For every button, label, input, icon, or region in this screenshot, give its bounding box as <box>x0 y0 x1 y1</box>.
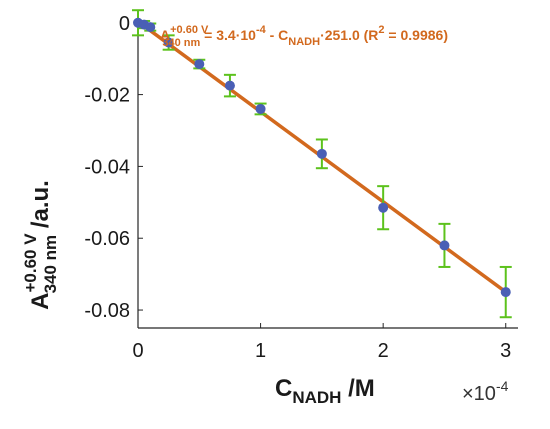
eq-part2: - C <box>266 27 289 43</box>
y-title-main: A <box>27 293 54 310</box>
y-tick-label: 0 <box>119 13 130 35</box>
data-point <box>163 37 174 48</box>
x-multiplier-base: ×10 <box>462 383 496 405</box>
x-title-main: C <box>275 375 292 402</box>
x-tick-label: 2 <box>378 340 389 362</box>
data-point <box>500 287 511 298</box>
eq-part1-sup: -4 <box>256 24 267 36</box>
fit-equation: A+0.60 V 340 nm = 3.4·10-4 - CNADH·251.0 … <box>160 24 448 49</box>
eq-part1: = 3.4·10 <box>200 27 256 43</box>
y-tick-label: -0.02 <box>84 85 130 107</box>
eq-part3: ·251.0 (R <box>320 27 378 43</box>
eq-part3-sup: 2 <box>378 24 384 36</box>
y-axis-title: A+0.60 V340 nm /a.u. <box>21 180 60 310</box>
y-title-unit: /a.u. <box>27 180 54 235</box>
x-tick-label: 0 <box>132 340 143 362</box>
errorbars-layer <box>132 9 512 319</box>
y-title-sup: +0.60 V <box>21 233 40 293</box>
data-point <box>194 59 205 70</box>
axes-layer <box>137 12 518 329</box>
y-tick-label: -0.06 <box>84 228 130 250</box>
x-axis-title: CNADH /M <box>275 375 375 407</box>
eq-part2-sub: NADH <box>288 36 320 48</box>
y-title-sub: 340 nm <box>41 235 60 294</box>
eq-lhs-main: A <box>160 27 170 43</box>
x-title-sub: NADH <box>292 388 341 407</box>
eq-part4: = 0.9986) <box>385 27 448 43</box>
y-tick-label: -0.08 <box>84 300 130 322</box>
x-axis-multiplier: ×10-4 <box>462 378 509 405</box>
x-tick-label: 3 <box>500 340 511 362</box>
eq-lhs-sub: 340 nm <box>162 37 200 49</box>
eq-lhs-sup: +0.60 V <box>170 24 209 36</box>
y-tick-label: -0.04 <box>84 156 130 178</box>
x-tick-label: 1 <box>255 340 266 362</box>
data-point <box>145 22 156 33</box>
data-point <box>255 103 266 114</box>
points-layer <box>133 17 511 298</box>
x-multiplier-exp: -4 <box>496 378 509 394</box>
data-point <box>439 240 450 251</box>
x-title-unit: /M <box>341 375 374 402</box>
data-point <box>316 148 327 159</box>
data-point <box>378 202 389 213</box>
data-point <box>224 80 235 91</box>
ticks-layer: 0 1 2 3 0 -0.02 -0.04 -0.06 -0.08 <box>84 13 511 362</box>
